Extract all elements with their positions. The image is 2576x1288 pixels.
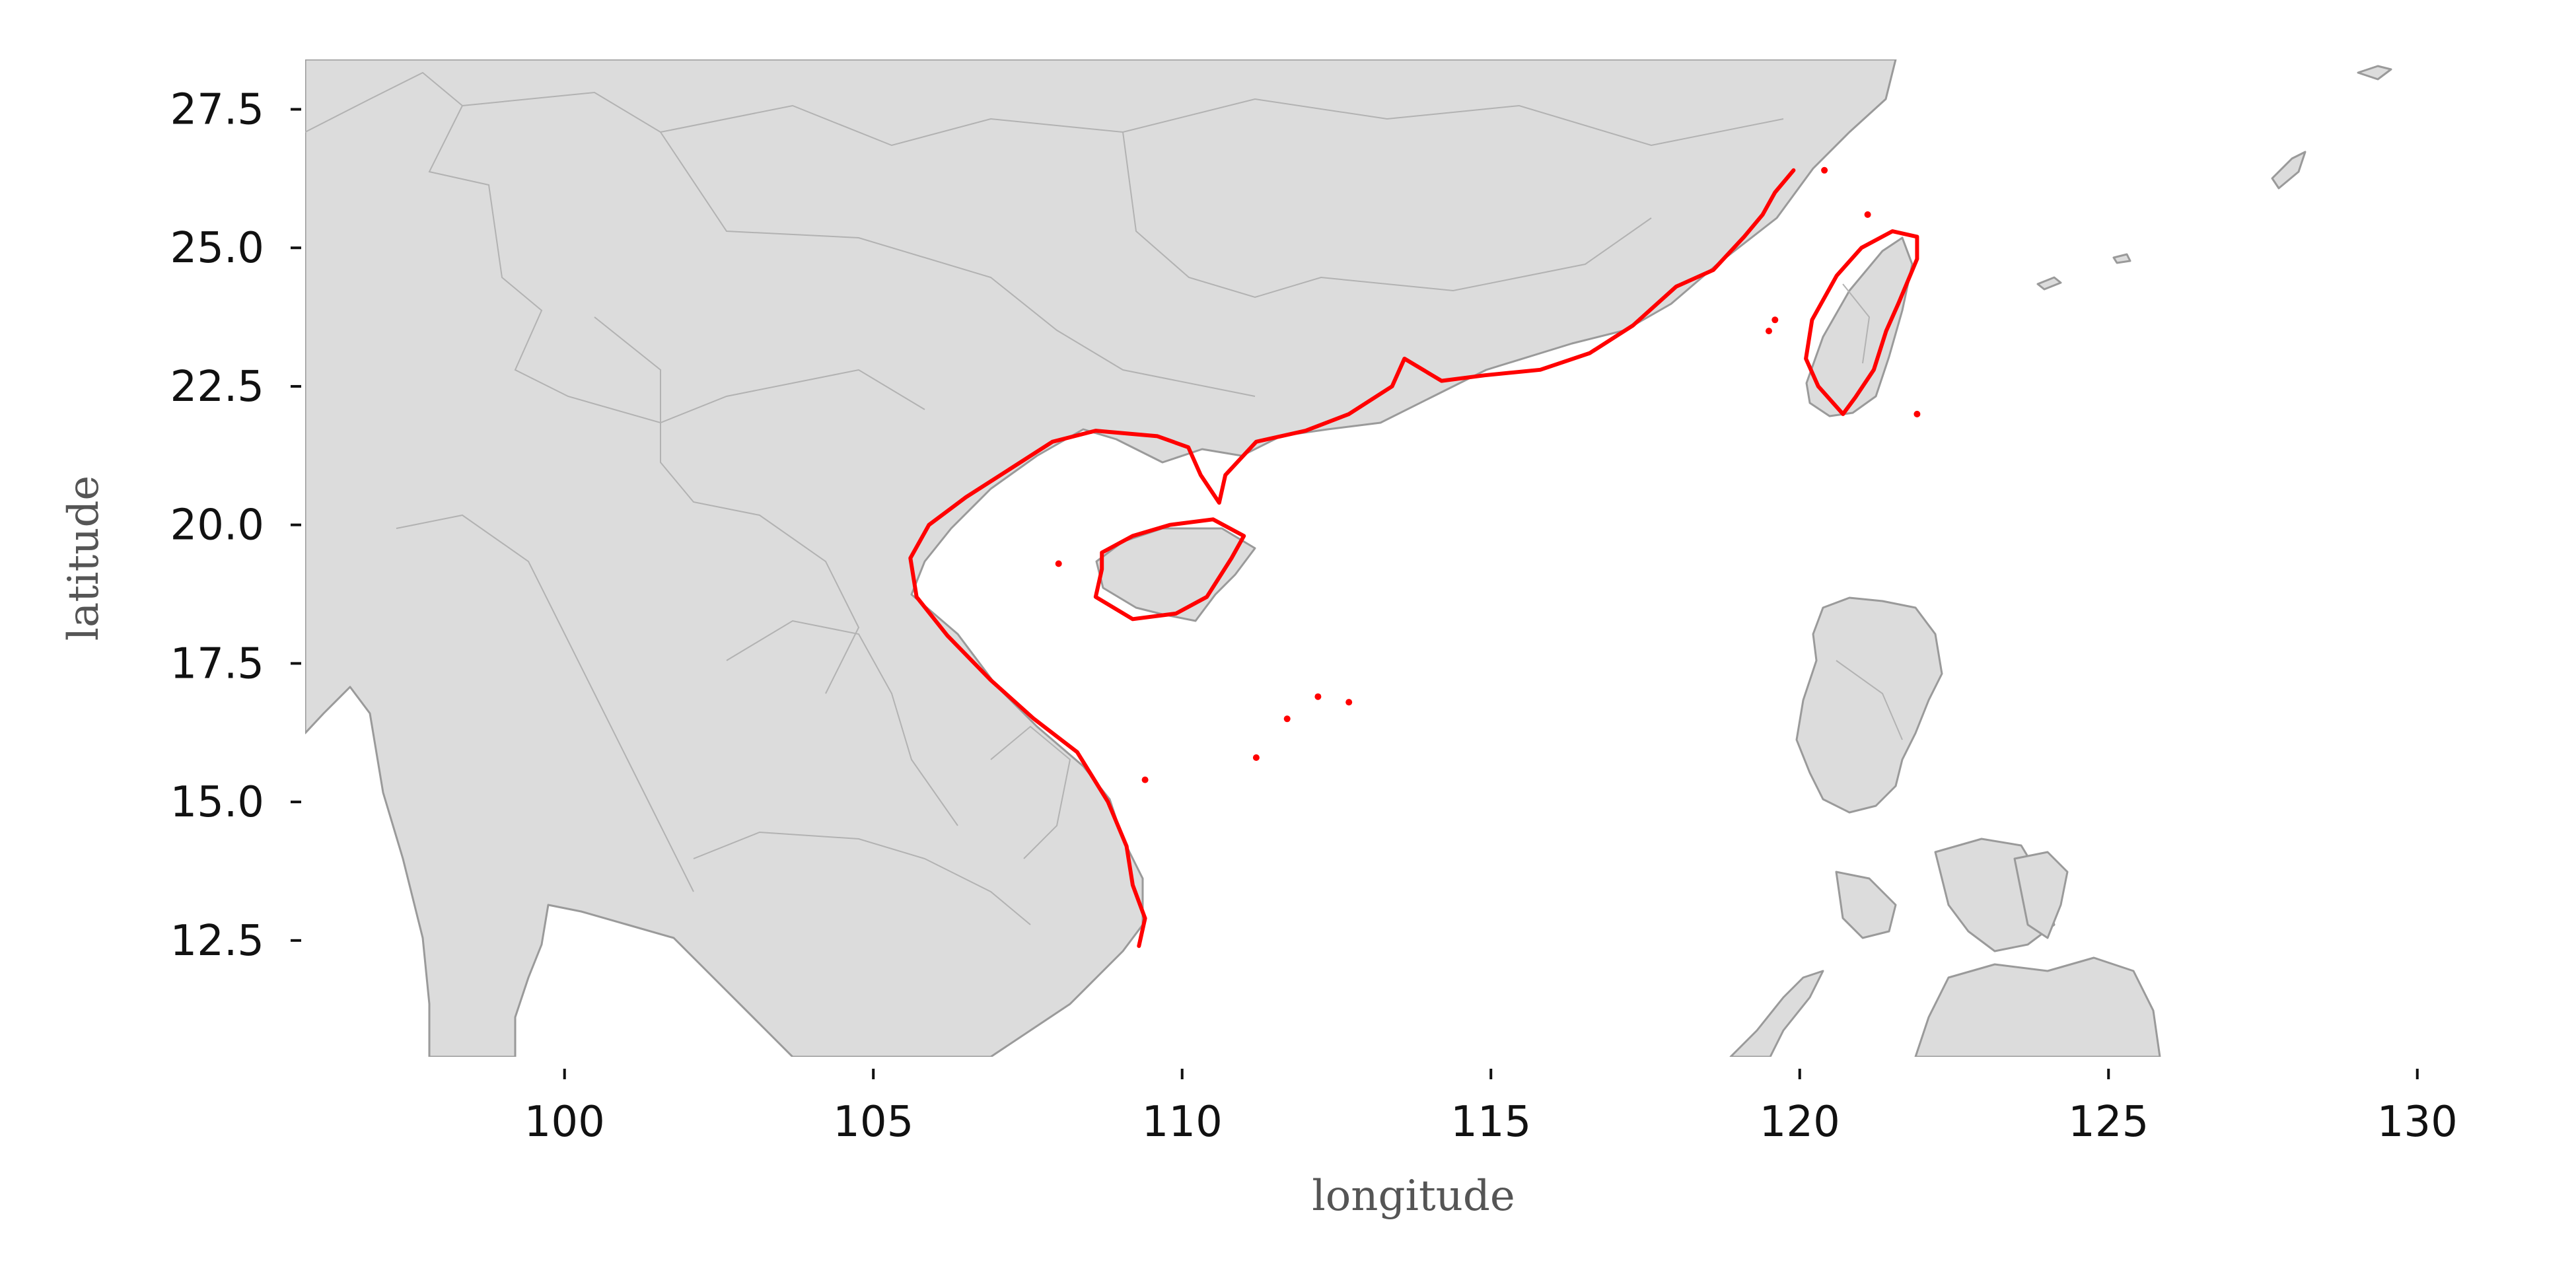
islet-coastline-dot xyxy=(1345,699,1353,706)
y-tick-label: 20.0 xyxy=(170,501,265,550)
islet-coastline-dot xyxy=(1864,211,1871,218)
ryukyu-islet-2 xyxy=(2357,65,2392,81)
y-tick-label: 15.0 xyxy=(170,778,265,827)
taiwan-coastline xyxy=(1804,229,1919,416)
x-tick-label: 110 xyxy=(1142,1098,1223,1147)
y-tick-label: 25.0 xyxy=(170,224,265,273)
mainland-coastline xyxy=(908,168,1796,948)
islet-coastline-dot xyxy=(1771,316,1779,324)
x-tick-label: 105 xyxy=(833,1098,913,1147)
islet-coastline-dot xyxy=(1141,776,1149,783)
islet-coastline-dot xyxy=(1766,328,1772,335)
mindoro-island xyxy=(1835,871,1897,939)
y-tick-label: 17.5 xyxy=(170,639,265,688)
highlighted-coastline xyxy=(908,166,1921,948)
x-tick-label: 125 xyxy=(2068,1098,2149,1147)
x-axis-title: longitude xyxy=(1312,1172,1515,1221)
x-tick-label: 120 xyxy=(1760,1098,1840,1147)
map-area xyxy=(305,59,2392,1057)
samar-leyte-islands xyxy=(2013,851,2069,939)
islet-coastline-dot xyxy=(1055,560,1062,567)
islet-coastline-dot xyxy=(1283,715,1291,723)
hainan-coastline xyxy=(1093,517,1246,622)
x-tick-label: 130 xyxy=(2377,1098,2458,1147)
ryukyu-islet-4 xyxy=(2112,253,2131,264)
x-tick-label: 100 xyxy=(524,1098,605,1147)
luzon-island xyxy=(1795,596,1943,814)
islet-coastline-dot xyxy=(1252,754,1260,761)
ryukyu-islet-1 xyxy=(2271,151,2307,190)
internal-borders xyxy=(305,71,1903,925)
y-tick-label: 27.5 xyxy=(170,86,265,135)
x-axis: 100 105 110 115 120 125 130 xyxy=(524,1069,2458,1147)
islet-coastline-dot xyxy=(1914,410,1921,417)
y-tick-label: 12.5 xyxy=(170,917,265,966)
islet-coastline-dot xyxy=(1314,693,1322,700)
y-axis-title: latitude xyxy=(59,476,108,641)
taiwan-island xyxy=(1805,236,1914,417)
y-tick-label: 22.5 xyxy=(170,363,265,411)
mindanao-island xyxy=(1914,956,2161,1057)
palawan-island xyxy=(1729,970,1824,1057)
x-tick-label: 115 xyxy=(1450,1098,1531,1147)
islet-coastline-dot xyxy=(1821,166,1828,174)
ryukyu-islet-3 xyxy=(2036,276,2062,291)
y-axis: 27.5 25.0 22.5 20.0 17.5 15.0 12.5 xyxy=(170,86,301,966)
